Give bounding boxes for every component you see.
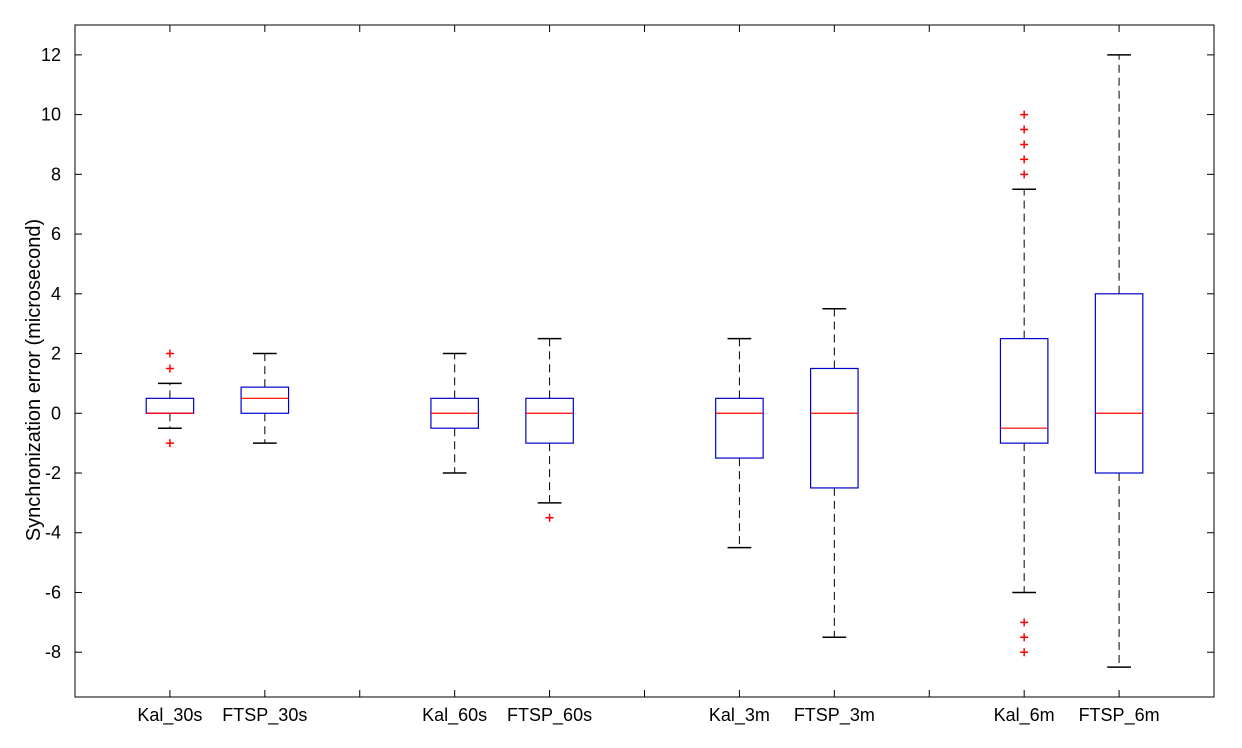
outlier-point: [545, 513, 554, 522]
y-tick-label: 6: [51, 224, 61, 244]
y-tick-label: 2: [51, 344, 61, 364]
y-tick-label: 8: [51, 164, 61, 184]
box: [999, 338, 1049, 444]
x-axis: Kal_30s FTSP_30s Kal_60s FTSP_60s Kal_3m FTSP…: [137, 25, 1160, 726]
box-group: [1094, 54, 1144, 668]
plot-marks: [145, 54, 1144, 668]
outlier-point: [165, 439, 174, 448]
outlier-point: [1020, 110, 1029, 119]
y-tick-label: -6: [45, 582, 61, 602]
x-tick-label: FTSP_6m: [1079, 705, 1160, 726]
outlier-point: [165, 349, 174, 358]
outlier-point: [1020, 648, 1029, 657]
outlier-point: [165, 364, 174, 373]
x-tick-label: Kal_3m: [709, 705, 770, 726]
x-tick-label: Kal_60s: [422, 705, 487, 726]
y-tick-label: 0: [51, 403, 61, 423]
box-group: [240, 352, 290, 444]
box: [145, 397, 195, 414]
box-group: [715, 337, 764, 549]
box-group: [810, 307, 859, 639]
box-group: [999, 110, 1049, 657]
box-group: [145, 349, 195, 448]
box: [1094, 293, 1144, 474]
x-tick-label: FTSP_30s: [222, 705, 307, 726]
y-tick-label: 10: [41, 105, 61, 125]
y-tick-label: -4: [45, 523, 61, 543]
y-tick-label: 4: [51, 284, 61, 304]
outlier-point: [1020, 633, 1029, 642]
y-tick-label: -8: [45, 642, 61, 662]
x-tick-label: Kal_6m: [994, 705, 1055, 726]
y-tick-label: 12: [41, 45, 61, 65]
outlier-point: [1020, 618, 1029, 627]
box-group: [525, 337, 574, 522]
outlier-point: [1020, 170, 1029, 179]
y-axis: -8 -6 -4 -2 0 2 4 6 8 10 12: [41, 45, 1214, 662]
box: [240, 386, 290, 414]
box: [715, 397, 764, 459]
outlier-point: [1020, 125, 1029, 134]
box: [525, 397, 574, 444]
x-tick-label: Kal_30s: [137, 705, 202, 726]
x-tick-label: FTSP_3m: [794, 705, 875, 726]
outlier-point: [1020, 140, 1029, 149]
y-axis-title: Synchronization error (microsecond): [23, 219, 45, 541]
y-tick-label: -2: [45, 463, 61, 483]
box: [810, 367, 859, 489]
x-tick-label: FTSP_60s: [507, 705, 592, 726]
box-group: [430, 352, 479, 474]
outlier-point: [1020, 155, 1029, 164]
plot-frame: [74, 24, 1215, 698]
